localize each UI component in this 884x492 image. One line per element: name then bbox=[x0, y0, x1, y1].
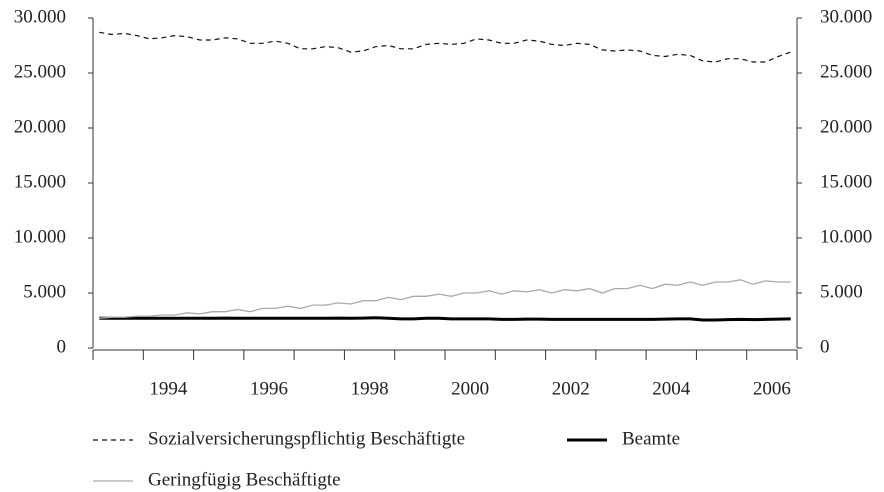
y2-tick-label: 10.000 bbox=[820, 226, 872, 247]
x-tick-label: 2000 bbox=[451, 378, 489, 399]
legend-label: Beamte bbox=[622, 428, 680, 449]
y2-tick-label: 15.000 bbox=[820, 171, 872, 192]
y2-tick-label: 5.000 bbox=[820, 281, 863, 302]
series-line bbox=[99, 279, 791, 319]
y-tick-label: 30.000 bbox=[14, 6, 66, 27]
x-tick-label: 1996 bbox=[250, 378, 288, 399]
legend-label: Sozialversicherungspflichtig Beschäftigt… bbox=[148, 428, 465, 449]
y-tick-label: 25.000 bbox=[14, 61, 66, 82]
y2-tick-label: 20.000 bbox=[820, 116, 872, 137]
legend-label: Geringfügig Beschäftigte bbox=[148, 469, 341, 490]
y-tick-label: 20.000 bbox=[14, 116, 66, 137]
y2-tick-label: 30.000 bbox=[820, 6, 872, 27]
x-tick-label: 2006 bbox=[753, 378, 791, 399]
x-tick-label: 2002 bbox=[552, 378, 590, 399]
y-tick-label: 5.000 bbox=[23, 281, 66, 302]
series-line bbox=[99, 316, 791, 322]
series-line bbox=[99, 31, 791, 63]
y-tick-label: 0 bbox=[57, 336, 67, 357]
x-tick-label: 2004 bbox=[652, 378, 691, 399]
y-tick-label: 15.000 bbox=[14, 171, 66, 192]
y2-tick-label: 25.000 bbox=[820, 61, 872, 82]
x-tick-label: 1998 bbox=[351, 378, 389, 399]
y-tick-label: 10.000 bbox=[14, 226, 66, 247]
y2-tick-label: 0 bbox=[820, 336, 830, 357]
x-tick-label: 1994 bbox=[149, 378, 188, 399]
